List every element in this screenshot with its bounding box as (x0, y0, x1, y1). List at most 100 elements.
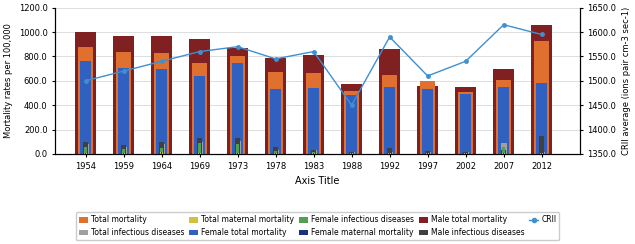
Bar (159, 144, 164, 154)
Bar (501, 150, 506, 154)
Bar (427, 153, 429, 154)
Bar (539, 136, 544, 154)
Bar (189, 39, 210, 154)
Bar (83, 144, 89, 154)
Bar (75, 32, 97, 154)
Bar (460, 94, 471, 154)
Bar (160, 148, 163, 154)
Bar (270, 89, 281, 154)
Bar (84, 147, 88, 154)
Bar (389, 153, 391, 154)
Bar (161, 152, 163, 154)
Bar (154, 53, 170, 154)
Bar (123, 153, 124, 154)
Bar (387, 152, 392, 154)
Bar (427, 153, 429, 154)
Bar (192, 62, 207, 154)
Bar (349, 152, 354, 154)
Bar (425, 152, 431, 154)
Bar (387, 148, 392, 154)
Bar (235, 141, 241, 154)
Bar (78, 47, 93, 154)
Legend: Total mortality, Total infectious diseases, Total maternal mortality, Female tot: Total mortality, Total infectious diseas… (76, 212, 559, 240)
Bar (84, 153, 87, 154)
Bar (197, 142, 203, 154)
Bar (312, 152, 316, 154)
Bar (159, 142, 164, 154)
X-axis label: Axis Title: Axis Title (295, 176, 340, 186)
Bar (531, 25, 552, 154)
Bar (465, 153, 466, 154)
Bar (303, 55, 324, 154)
Bar (311, 150, 316, 154)
Bar (197, 138, 202, 154)
Bar (121, 147, 126, 154)
Bar (384, 87, 395, 154)
Bar (426, 153, 429, 154)
Bar (540, 153, 544, 154)
Bar (389, 153, 391, 154)
Bar (80, 61, 91, 154)
Bar (425, 151, 430, 154)
Bar (498, 87, 509, 154)
Bar (113, 36, 134, 154)
Bar (227, 48, 248, 154)
Bar (312, 153, 315, 154)
Bar (458, 92, 473, 154)
Bar (503, 153, 504, 154)
Bar (464, 152, 468, 154)
Bar (464, 153, 467, 154)
Bar (237, 153, 238, 154)
Bar (118, 68, 129, 154)
Bar (500, 143, 507, 154)
Bar (502, 147, 505, 154)
Bar (344, 91, 359, 154)
Bar (422, 89, 433, 154)
Bar (493, 69, 514, 154)
Bar (351, 153, 352, 154)
Bar (306, 73, 321, 154)
Bar (198, 143, 201, 154)
Bar (199, 153, 201, 154)
Bar (123, 153, 125, 154)
Bar (272, 150, 279, 154)
Bar (496, 80, 511, 154)
Bar (274, 151, 277, 154)
Bar (121, 145, 126, 154)
Bar (273, 147, 278, 154)
Bar (236, 138, 240, 154)
Bar (236, 153, 239, 154)
Bar (350, 153, 353, 154)
Bar (540, 153, 543, 154)
Bar (85, 153, 86, 154)
Bar (534, 41, 549, 154)
Bar (313, 153, 314, 154)
Bar (349, 152, 354, 154)
Bar (116, 52, 131, 154)
Bar (122, 149, 125, 154)
Bar (83, 142, 88, 154)
Bar (230, 56, 245, 154)
Bar (463, 152, 469, 154)
Bar (502, 153, 505, 154)
Bar (236, 144, 239, 154)
Bar (161, 152, 163, 154)
Bar (417, 86, 438, 154)
Bar (382, 75, 398, 154)
Bar (156, 69, 167, 154)
Bar (538, 152, 545, 154)
Bar (346, 95, 357, 154)
Bar (541, 153, 542, 154)
Bar (464, 153, 467, 154)
Bar (536, 83, 547, 154)
Y-axis label: CRII average (ions pair cm-3 sec-1): CRII average (ions pair cm-3 sec-1) (622, 7, 631, 155)
Bar (455, 87, 476, 154)
Bar (151, 36, 172, 154)
Bar (194, 76, 205, 154)
Bar (388, 153, 391, 154)
Bar (351, 153, 353, 154)
Bar (232, 62, 243, 154)
Y-axis label: Mortality rates per 100,000: Mortality rates per 100,000 (4, 23, 13, 138)
Bar (308, 88, 319, 154)
Bar (199, 153, 201, 154)
